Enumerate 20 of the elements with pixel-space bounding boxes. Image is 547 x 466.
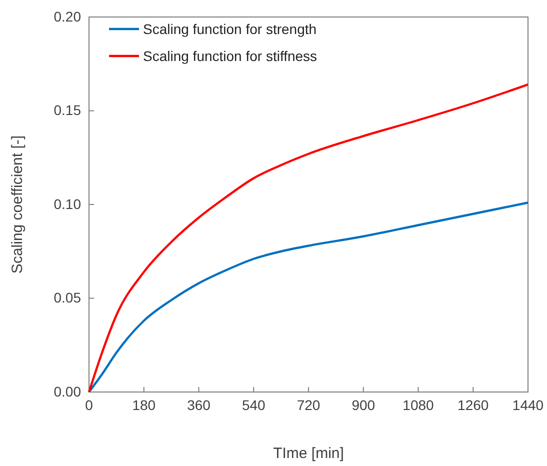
y-tick-label: 0.10 (54, 196, 82, 212)
y-tick-label: 0.20 (54, 8, 82, 24)
x-tick-label: 180 (132, 396, 156, 413)
x-tick-label: 1440 (512, 396, 544, 413)
x-tick-label: 540 (242, 396, 266, 413)
y-tick-label: 0.00 (54, 383, 82, 400)
x-tick-label: 1080 (402, 396, 434, 413)
x-tick-label: 0 (85, 396, 94, 413)
x-axis-title: TIme [min] (273, 445, 344, 462)
legend-label: Scaling function for strength (143, 20, 317, 37)
y-tick-label: 0.05 (54, 290, 82, 306)
x-tick-label: 900 (352, 396, 376, 413)
y-tick-label: 0.15 (54, 102, 82, 118)
legend-label: Scaling function for stiffness (143, 48, 318, 64)
line-series (88, 83, 530, 394)
y-axis-title: Scaling coefficient [-] (9, 135, 26, 274)
line-series (88, 202, 530, 394)
x-tick-label: 720 (296, 396, 320, 413)
x-tick-label: 1260 (458, 396, 489, 413)
x-tick-label: 360 (187, 396, 211, 413)
